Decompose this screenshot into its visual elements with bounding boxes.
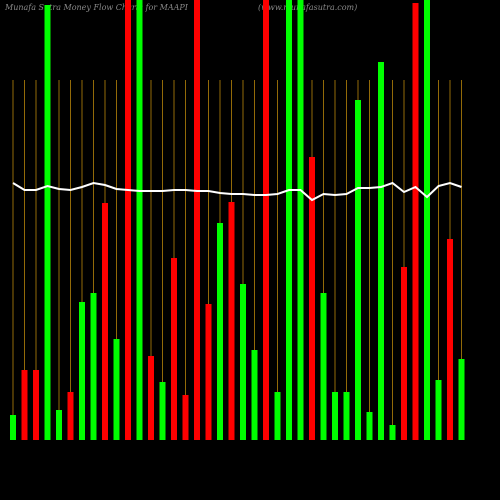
- bar: [125, 0, 131, 440]
- money-flow-line: [12, 181, 462, 202]
- chart-subtitle: (www.munafasutra.com): [258, 3, 357, 12]
- bar: [205, 304, 212, 440]
- bar: [228, 202, 235, 440]
- bar: [412, 3, 419, 440]
- bar: [297, 0, 304, 440]
- bar: [56, 410, 62, 440]
- bar: [79, 302, 85, 440]
- bar: [90, 293, 97, 440]
- bar: [435, 380, 442, 440]
- chart-title: Munafa Sutra Money Flow Charts for MAAPI: [4, 3, 189, 12]
- bar: [332, 392, 338, 440]
- bar: [366, 412, 373, 440]
- bar: [136, 0, 143, 440]
- bar: [378, 62, 384, 440]
- bar: [148, 356, 154, 440]
- bar: [458, 359, 465, 440]
- bar: [401, 267, 407, 440]
- bar: [10, 415, 16, 440]
- bar: [44, 5, 51, 440]
- bar: [159, 382, 166, 440]
- bar: [343, 392, 350, 440]
- bar: [33, 370, 39, 440]
- bar: [182, 395, 189, 440]
- bar: [424, 0, 430, 440]
- bar: [67, 392, 74, 440]
- bar: [309, 157, 315, 440]
- bar: [113, 339, 120, 440]
- bar: [171, 258, 177, 440]
- bar: [251, 350, 258, 440]
- bar: [447, 239, 453, 440]
- bar: [355, 100, 361, 440]
- bar: [21, 370, 28, 440]
- bar: [320, 293, 327, 440]
- bar: [274, 392, 281, 440]
- bar: [389, 425, 396, 440]
- bar: [286, 0, 292, 440]
- bar: [240, 284, 246, 440]
- bar: [217, 223, 223, 440]
- bar: [263, 0, 269, 440]
- bar: [102, 203, 108, 440]
- bar: [194, 0, 200, 440]
